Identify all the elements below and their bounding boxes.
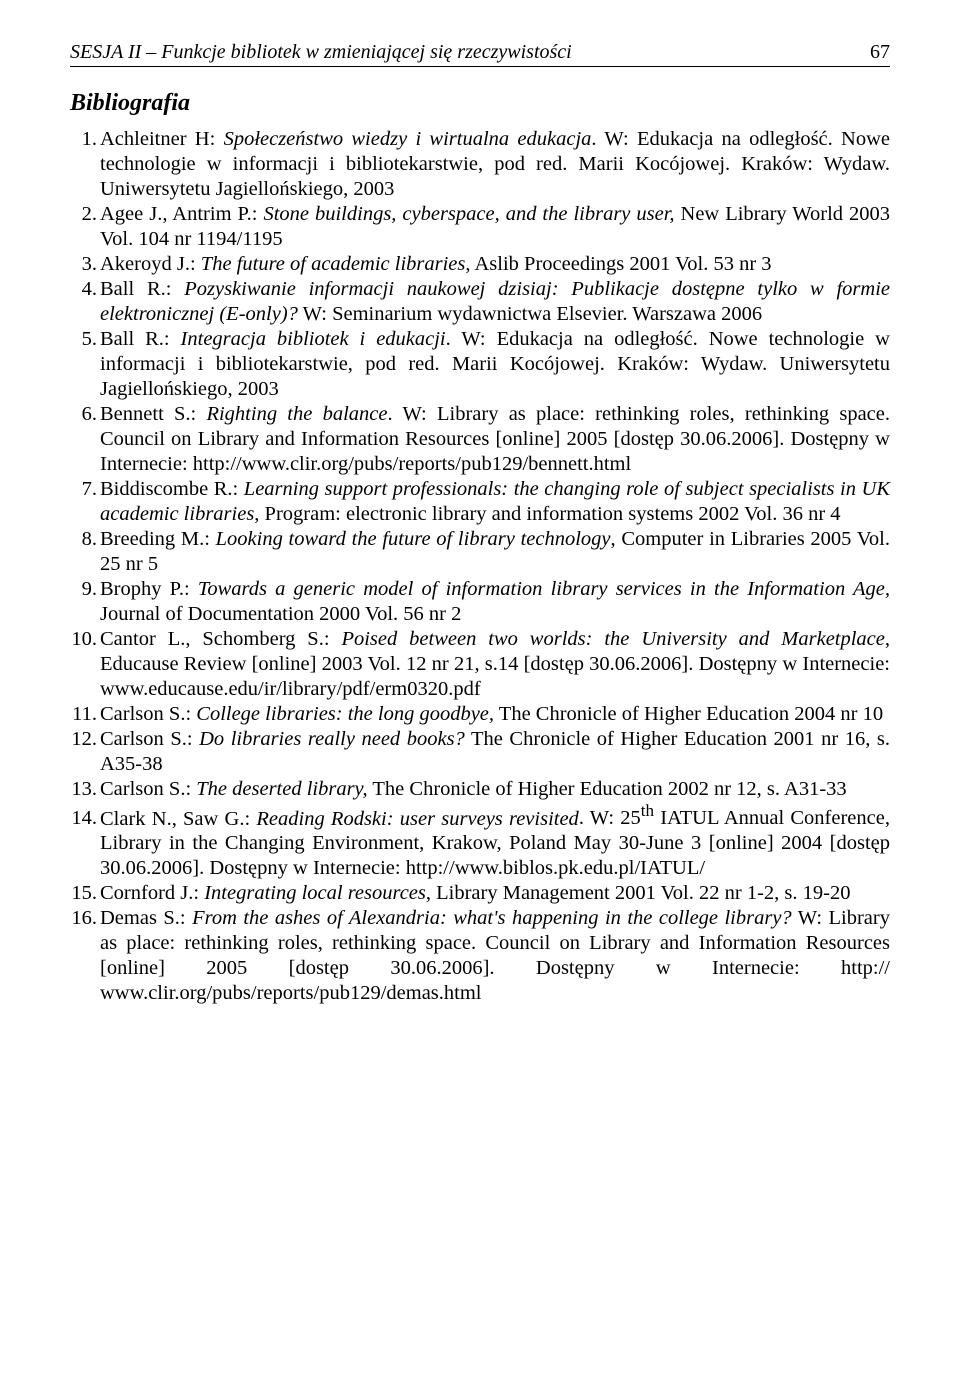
bib-entry: Demas S.: From the ashes of Alexandria: …: [70, 906, 890, 1006]
bib-title: The future of academic libraries: [201, 253, 466, 275]
bib-entry: Carlson S.: College libraries: the long …: [70, 702, 890, 727]
bib-title: Integrating local resources: [204, 882, 426, 904]
section-heading-bibliografia: Bibliografia: [70, 89, 890, 118]
bib-entry: Cantor L., Schomberg S.: Poised between …: [70, 627, 890, 702]
bib-author: Akeroyd J: [100, 253, 185, 275]
bib-entry: Achleitner H: Społeczeństwo wiedzy i wir…: [70, 127, 890, 202]
bib-title: Stone buildings, cyberspace, and the lib…: [263, 203, 674, 225]
bib-entry: Ball R.: Pozyskiwanie informacji naukowe…: [70, 277, 890, 327]
bib-rest: , Aslib Proceedings 2001 Vol. 53 nr 3: [465, 253, 771, 275]
bib-entry: Ball R.: Integracja bibliotek i edukacji…: [70, 327, 890, 402]
page-number: 67: [870, 40, 890, 64]
bib-author: Clark N., Saw G: [100, 807, 239, 829]
bib-title: Towards a generic model of information l…: [198, 578, 890, 600]
bib-author: Carlson S: [100, 778, 180, 800]
bibliography-list: Achleitner H: Społeczeństwo wiedzy i wir…: [70, 127, 890, 1007]
bib-author: Brophy P: [100, 578, 179, 600]
bib-rest: The Chronicle of Higher Education 2002 n…: [368, 778, 847, 800]
bib-entry: Breeding M.: Looking toward the future o…: [70, 527, 890, 577]
bib-author: Agee J., Antrim P: [100, 203, 247, 225]
page: SESJA II – Funkcje bibliotek w zmieniają…: [0, 0, 960, 1398]
bib-entry: Cornford J.: Integrating local resources…: [70, 881, 890, 906]
bib-entry: Biddiscombe R.: Learning support profess…: [70, 477, 890, 527]
bib-title: Do libraries really need books?: [199, 728, 465, 750]
bib-author: Biddiscombe R: [100, 478, 227, 500]
bib-title: Poised between two worlds: the Universit…: [341, 628, 884, 650]
bib-entry: Clark N., Saw G.: Reading Rodski: user s…: [70, 802, 890, 882]
bib-author: Carlson S: [100, 703, 180, 725]
bib-title: Społeczeństwo wiedzy i wirtualna edukacj…: [224, 128, 592, 150]
bib-author: Demas S: [100, 907, 175, 929]
bib-entry: Agee J., Antrim P.: Stone buildings, cyb…: [70, 202, 890, 252]
bib-title: College libraries: the long goodbye,: [196, 703, 494, 725]
bib-rest: Journal of Documentation 2000 Vol. 56 nr…: [100, 603, 461, 625]
bib-rest: , Library Management 2001 Vol. 22 nr 1-2…: [426, 882, 851, 904]
bib-rest: W: Seminarium wydawnictwa Elsevier. Wars…: [298, 303, 762, 325]
bib-title: Integracja bibliotek i edukacji: [181, 328, 446, 350]
bib-author: Cornford J: [100, 882, 188, 904]
bib-author: Bennett S: [100, 403, 185, 425]
bib-author: Cantor L., Schomberg S: [100, 628, 319, 650]
bib-author: Ball R: [100, 328, 159, 350]
bib-title: Reading Rodski: user surveys revisited: [256, 807, 578, 829]
bib-title: From the ashes of Alexandria: what's hap…: [192, 907, 792, 929]
running-title: SESJA II – Funkcje bibliotek w zmieniają…: [70, 40, 572, 64]
bib-author: Achleitner H: [100, 128, 210, 150]
bib-entry: Akeroyd J.: The future of academic libra…: [70, 252, 890, 277]
bib-entry: Bennett S.: Righting the balance. W: Lib…: [70, 402, 890, 477]
bib-entry: Brophy P.: Towards a generic model of in…: [70, 577, 890, 627]
bib-author: Ball R: [100, 278, 161, 300]
bib-title: Righting the balance: [206, 403, 387, 425]
bib-rest: , Program: electronic library and inform…: [254, 503, 840, 525]
bib-author: Breeding M: [100, 528, 199, 550]
bib-title: The deserted library,: [196, 778, 367, 800]
bib-title: Looking toward the future of library tec…: [216, 528, 611, 550]
bib-rest: The Chronicle of Higher Education 2004 n…: [494, 703, 883, 725]
bib-entry: Carlson S.: Do libraries really need boo…: [70, 727, 890, 777]
running-head: SESJA II – Funkcje bibliotek w zmieniają…: [70, 40, 890, 67]
bib-entry: Carlson S.: The deserted library, The Ch…: [70, 777, 890, 802]
bib-author: Carlson S: [100, 728, 182, 750]
